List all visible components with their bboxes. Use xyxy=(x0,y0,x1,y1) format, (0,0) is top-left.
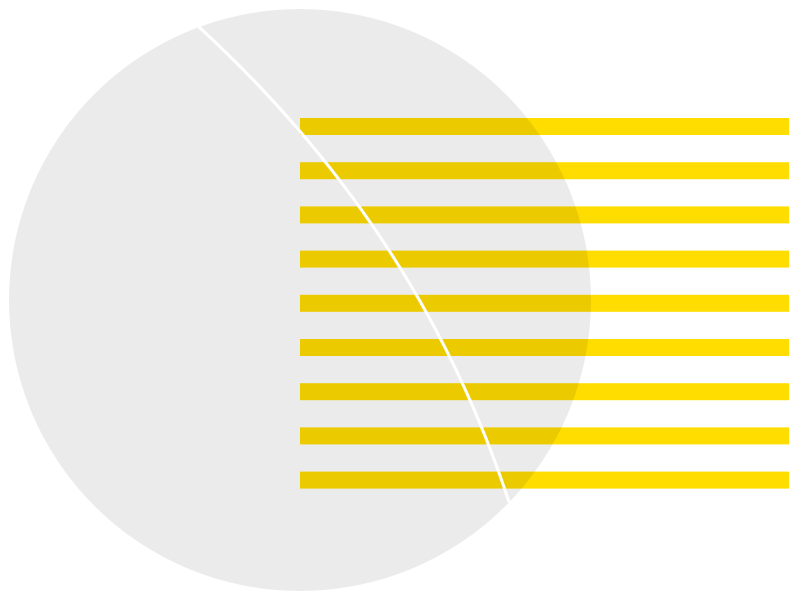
yellow-stripe xyxy=(300,427,789,445)
yellow-stripe xyxy=(300,383,789,401)
arc-divider-line xyxy=(197,25,511,503)
yellow-stripe xyxy=(300,250,789,268)
yellow-stripe xyxy=(300,118,789,135)
yellow-stripe xyxy=(300,471,789,489)
yellow-stripe xyxy=(300,206,789,224)
yellow-stripe xyxy=(300,339,789,356)
gray-circle xyxy=(9,9,591,591)
yellow-stripe xyxy=(300,162,789,180)
stripe-group xyxy=(300,118,789,489)
